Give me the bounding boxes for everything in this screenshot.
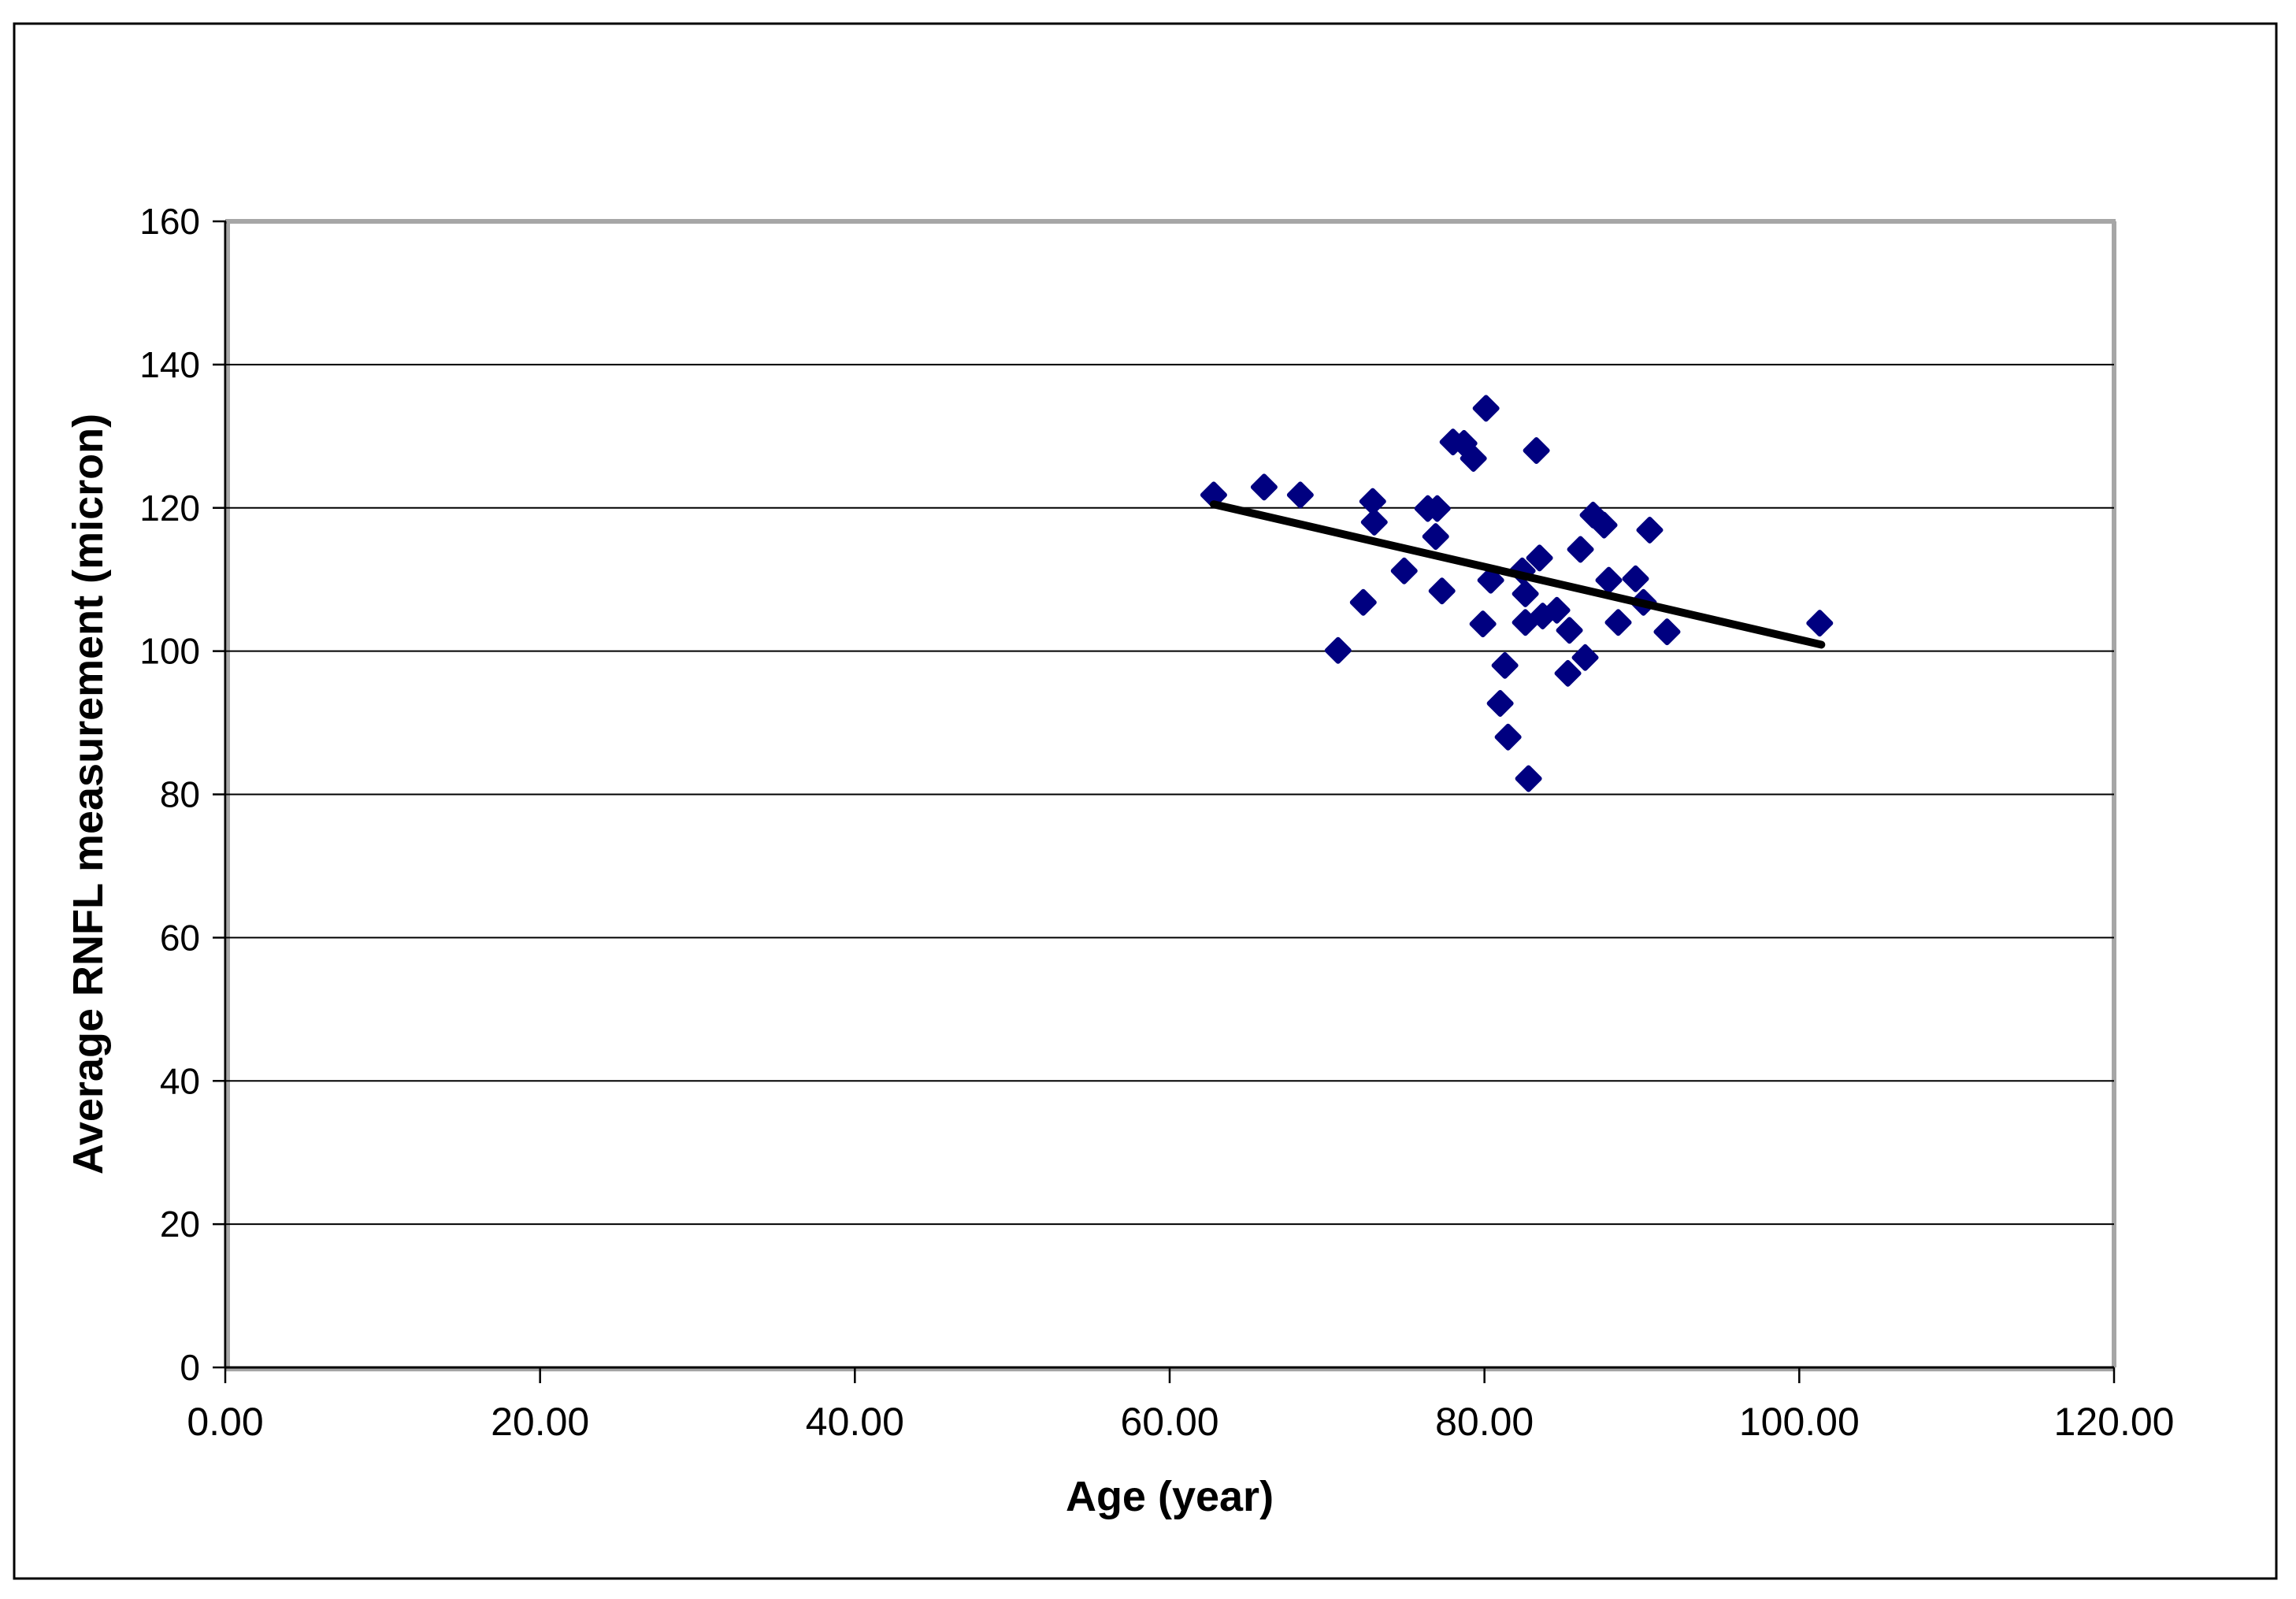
data-point-diamond: [1422, 523, 1449, 551]
data-point-diamond: [1494, 723, 1522, 751]
x-tick-label: 60.00: [1120, 1400, 1218, 1444]
data-point-diamond: [1423, 495, 1451, 522]
data-point-diamond: [1526, 544, 1553, 572]
data-point-diamond: [1543, 596, 1571, 624]
y-tick-label: 40: [160, 1060, 200, 1101]
data-point-diamond: [1523, 437, 1550, 464]
data-point-diamond: [1349, 588, 1377, 616]
data-point-diamond: [1477, 566, 1504, 594]
x-tick-label: 20.00: [491, 1400, 589, 1444]
data-point-diamond: [1250, 473, 1278, 501]
x-tick-label: 100.00: [1739, 1400, 1860, 1444]
gridlines-group: [225, 363, 2114, 1226]
data-point-diamond: [1460, 445, 1487, 473]
data-point-diamond: [1571, 644, 1599, 671]
y-tick-label: 0: [180, 1347, 200, 1388]
y-tick-label: 160: [139, 201, 200, 242]
data-point-diamond: [1515, 765, 1542, 792]
data-point-diamond: [1486, 690, 1514, 718]
data-point-diamond: [1806, 610, 1834, 637]
data-point-diamond: [1567, 536, 1594, 563]
data-point-diamond: [1636, 516, 1664, 544]
data-point-diamond: [1428, 577, 1456, 605]
y-tick-label: 20: [160, 1204, 200, 1245]
linear-trend-line: [1209, 500, 1826, 649]
tick-labels-group: 0 20 40 60 80 100 120 140 160 0.00 20.00 40.00 60.00…: [139, 201, 2174, 1444]
figure-outer-border: [13, 22, 2278, 1580]
data-point-diamond: [1554, 659, 1582, 687]
data-points-group: [1200, 395, 1834, 792]
y-tick-label: 140: [139, 344, 200, 385]
data-point-diamond: [1512, 580, 1539, 607]
data-point-diamond: [1359, 488, 1386, 515]
data-point-diamond: [1556, 617, 1583, 644]
data-point-diamond: [1595, 566, 1623, 594]
x-tick-label: 80.00: [1435, 1400, 1534, 1444]
y-tick-label: 100: [139, 631, 200, 672]
data-point-diamond: [1469, 610, 1497, 638]
data-point-diamond: [1491, 651, 1519, 679]
tick-marks-group: [213, 220, 2116, 1383]
data-point-diamond: [1324, 636, 1352, 664]
data-point-diamond: [1286, 481, 1314, 509]
plot-area-border: [225, 219, 2116, 1371]
y-tick-label: 120: [139, 488, 200, 529]
data-point-diamond: [1472, 395, 1500, 422]
x-tick-label: 0.00: [187, 1400, 263, 1444]
data-point-diamond: [1622, 565, 1649, 592]
x-tick-label: 40.00: [806, 1400, 904, 1444]
x-axis-title: Age (year): [1066, 1473, 1274, 1520]
x-tick-label: 120.00: [2054, 1400, 2175, 1444]
data-point-diamond: [1360, 508, 1388, 536]
y-axis-title: Average RNFL measurement (micron): [65, 414, 112, 1174]
y-tick-label: 80: [160, 774, 200, 815]
y-tick-label: 60: [160, 917, 200, 958]
data-point-diamond: [1604, 609, 1632, 636]
trendline-group: [1209, 500, 1826, 649]
data-point-diamond: [1390, 557, 1418, 584]
data-point-diamond: [1653, 618, 1681, 646]
data-point-diamond: [1590, 511, 1618, 539]
